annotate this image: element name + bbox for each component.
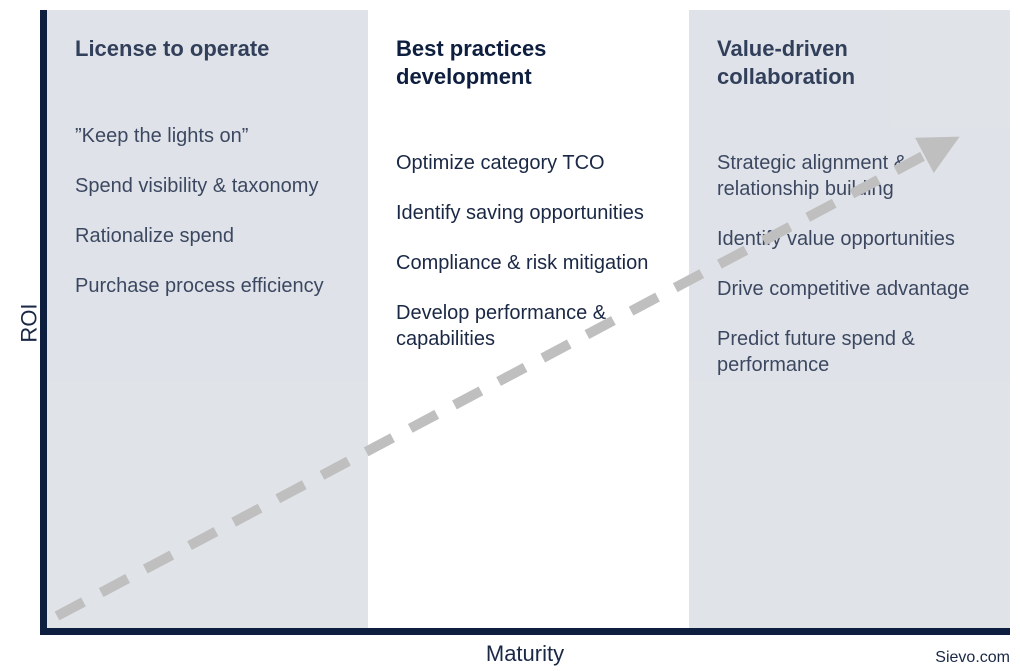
column-item: Spend visibility & taxonomy bbox=[75, 173, 340, 199]
column-license-to-operate: License to operate ”Keep the lights on” … bbox=[47, 10, 368, 628]
column-item: ”Keep the lights on” bbox=[75, 123, 340, 149]
column-title: Best practices development bbox=[396, 35, 661, 90]
column-items: Strategic alignment & relationship build… bbox=[717, 150, 982, 378]
column-item: Predict future spend & performance bbox=[717, 326, 982, 378]
y-axis-line bbox=[40, 10, 47, 635]
column-value-driven: Value-driven collaboration Strategic ali… bbox=[689, 10, 1010, 628]
column-item: Rationalize spend bbox=[75, 223, 340, 249]
column-item: Identify value opportunities bbox=[717, 226, 982, 252]
y-axis-label: ROI bbox=[17, 303, 43, 342]
column-item: Strategic alignment & relationship build… bbox=[717, 150, 982, 202]
column-item: Compliance & risk mitigation bbox=[396, 250, 661, 276]
column-item: Develop performance & capabilities bbox=[396, 300, 661, 352]
column-title: Value-driven collaboration bbox=[717, 35, 982, 90]
column-title: License to operate bbox=[75, 35, 340, 63]
column-items: ”Keep the lights on” Spend visibility & … bbox=[75, 123, 340, 299]
columns-container: License to operate ”Keep the lights on” … bbox=[47, 10, 1010, 628]
x-axis-line bbox=[40, 628, 1010, 635]
column-item: Optimize category TCO bbox=[396, 150, 661, 176]
maturity-roi-chart: ROI License to operate ”Keep the lights … bbox=[40, 10, 1010, 635]
attribution: Sievo.com bbox=[935, 649, 1010, 667]
column-best-practices: Best practices development Optimize cate… bbox=[368, 10, 689, 628]
column-items: Optimize category TCO Identify saving op… bbox=[396, 150, 661, 352]
column-item: Purchase process efficiency bbox=[75, 273, 340, 299]
x-axis-label: Maturity bbox=[486, 641, 564, 667]
column-item: Drive competitive advantage bbox=[717, 276, 982, 302]
column-item: Identify saving opportunities bbox=[396, 200, 661, 226]
